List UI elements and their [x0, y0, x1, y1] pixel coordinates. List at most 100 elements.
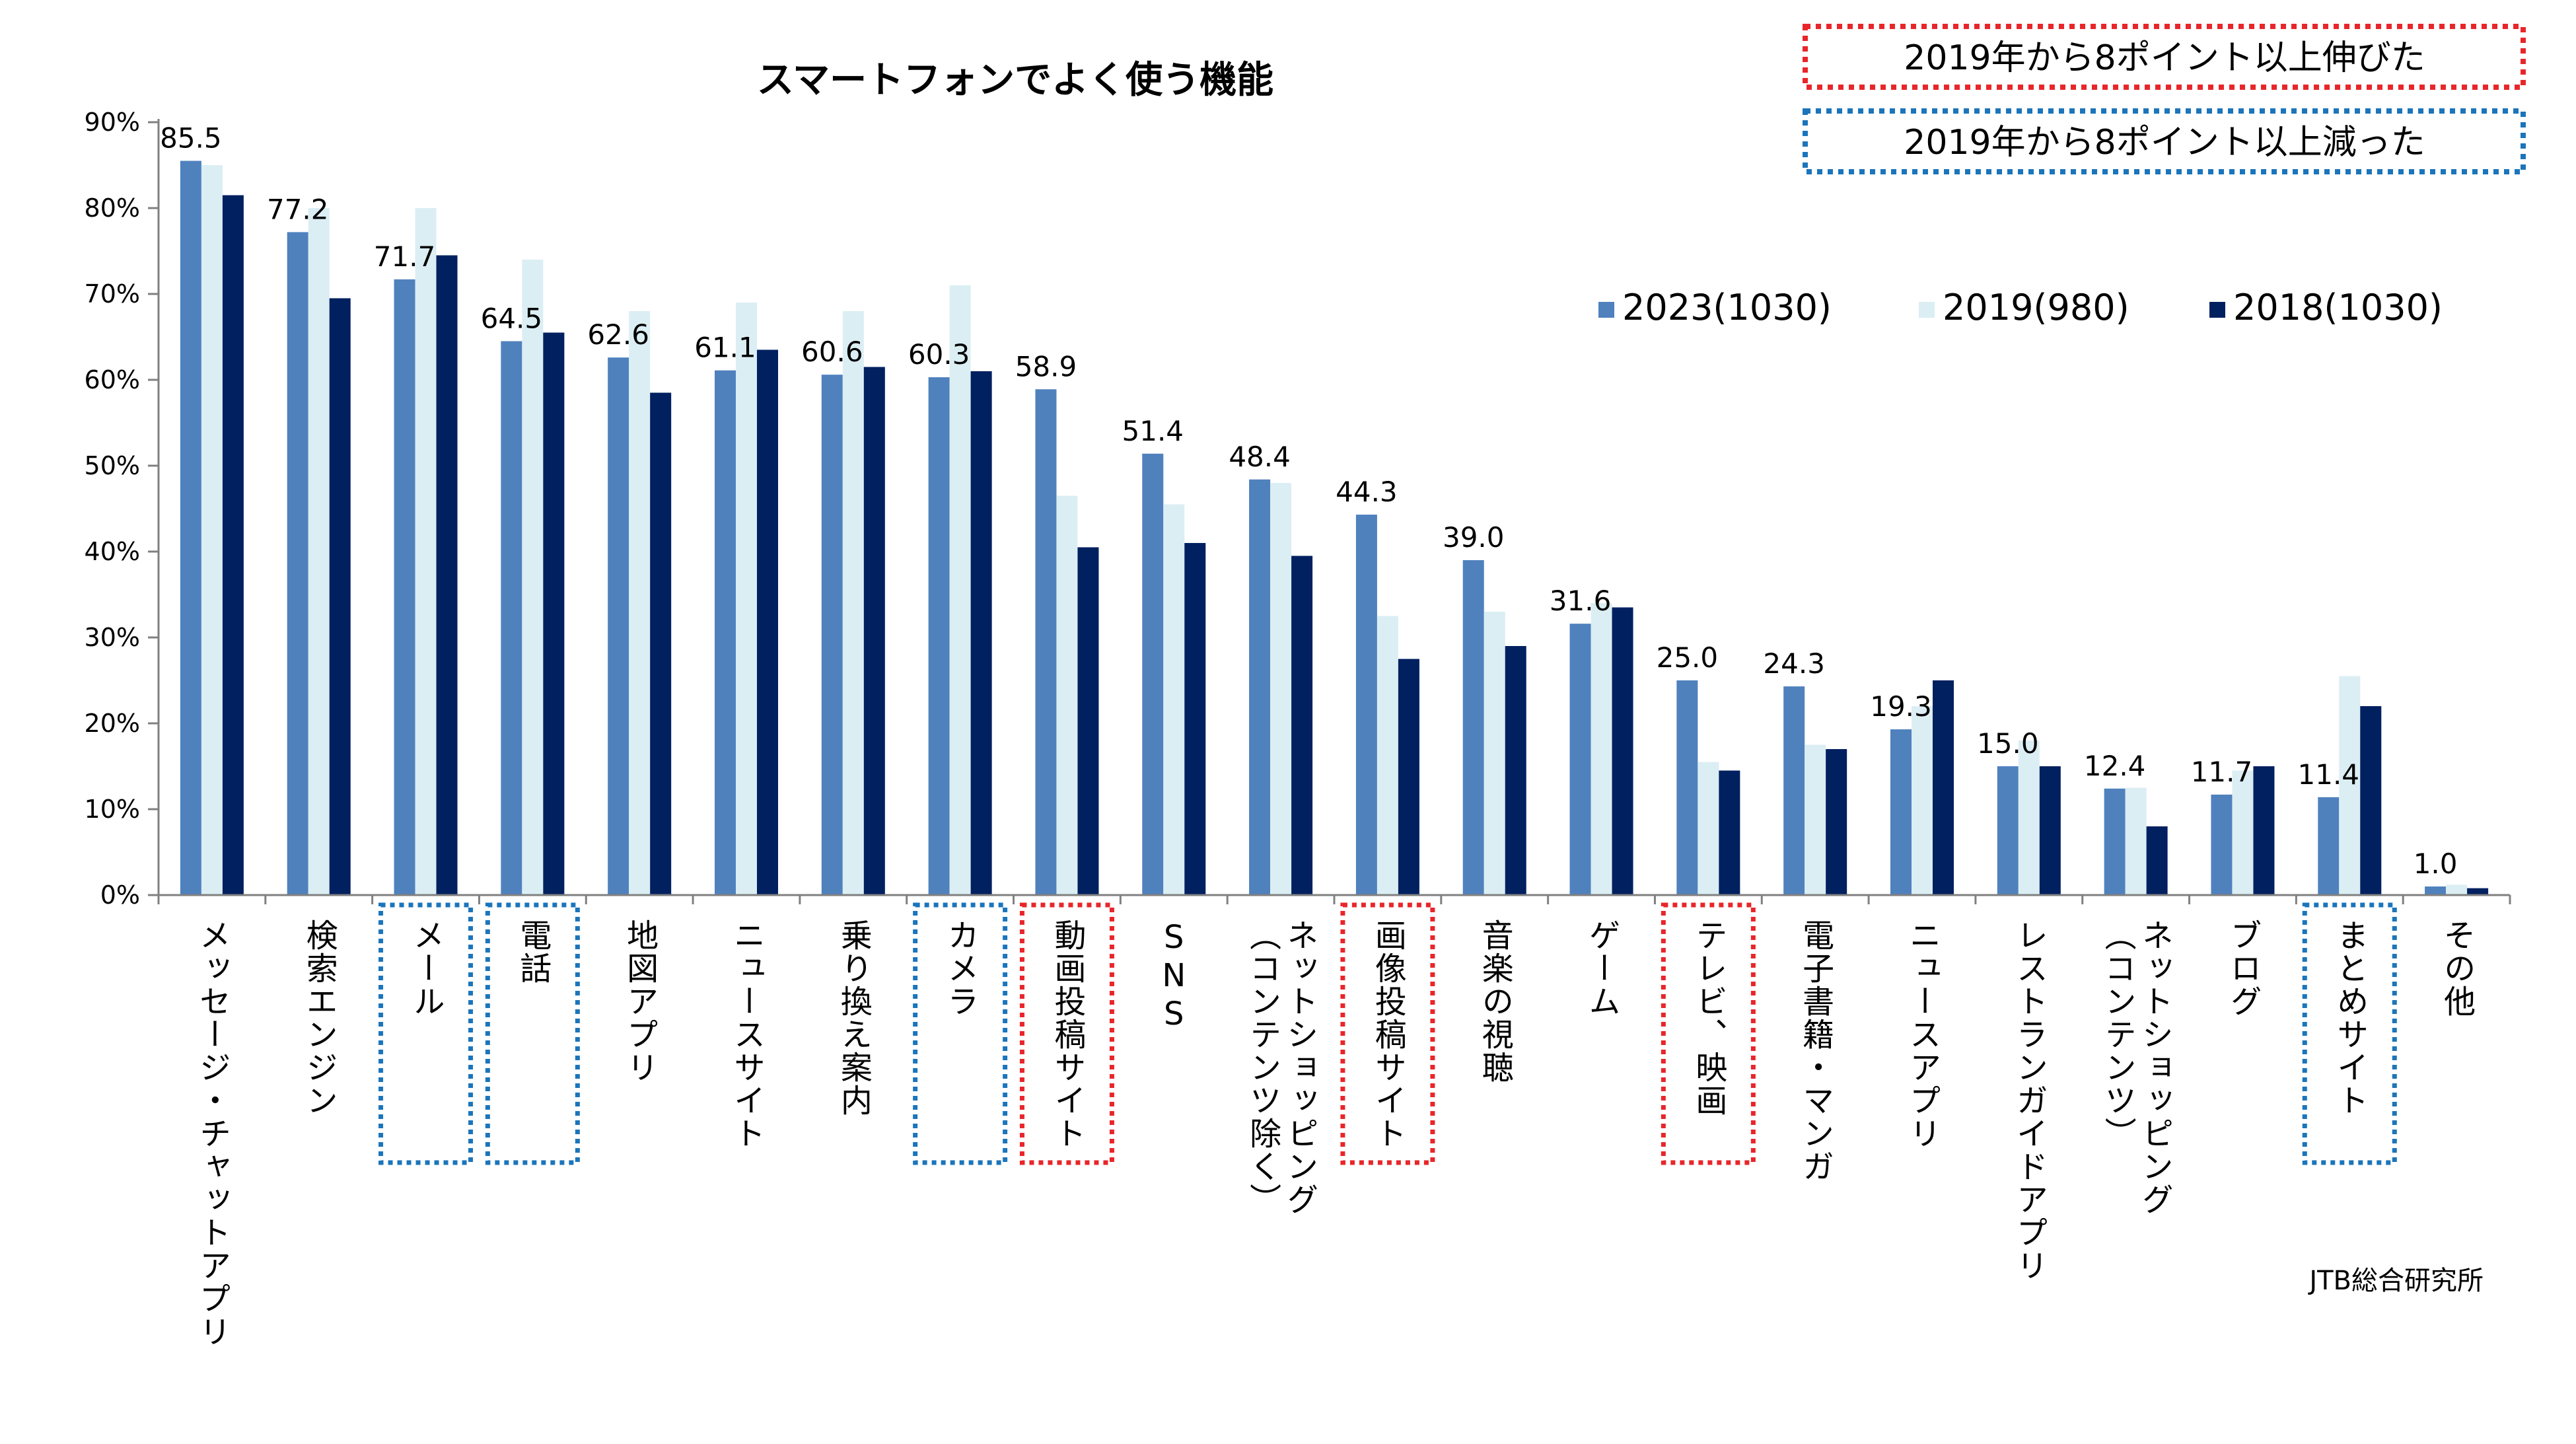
x-category-label: ゲーム [1583, 919, 1620, 1018]
highlight-box-decreased [378, 902, 474, 1165]
bar [949, 285, 971, 895]
bar [543, 332, 565, 895]
bar [329, 298, 351, 895]
bar [1398, 659, 1419, 895]
bar [1077, 547, 1099, 895]
bar [1056, 495, 1078, 895]
bar [1163, 504, 1185, 895]
bar [863, 367, 885, 895]
bar [629, 311, 651, 895]
bar [1676, 680, 1698, 895]
bar [2211, 794, 2233, 895]
bar [1890, 729, 1912, 895]
bar [1184, 543, 1206, 895]
bar [842, 311, 864, 895]
data-labels: 85.5 77.2 71.7 64.5 62.6 61.1 60.6 60.3 58.9 51.4… [160, 122, 2457, 881]
legend-note-decreased: 2019年から8ポイント以上減った [1803, 108, 2526, 174]
bar [928, 377, 950, 895]
bar [650, 392, 672, 895]
chart-title: スマートフォンでよく使う機能 [757, 59, 1273, 102]
bar [1377, 616, 1398, 895]
bar [1783, 686, 1805, 895]
data-label: 60.3 [908, 338, 970, 371]
bar [2125, 787, 2147, 895]
bar [1505, 646, 1526, 895]
bar [1291, 556, 1313, 895]
x-category-label: 乗り換え案内 [835, 919, 872, 1117]
y-tick-label: 20% [85, 709, 140, 738]
bar [415, 208, 437, 895]
bar [2318, 797, 2340, 895]
x-category-label: （コンテンツ除く） [1244, 919, 1281, 1216]
bar [287, 232, 308, 895]
y-tick-label: 70% [85, 279, 140, 308]
bar [1035, 389, 1057, 895]
data-label: 1.0 [2414, 848, 2458, 880]
bar [501, 341, 522, 895]
data-label: 11.7 [2191, 756, 2253, 788]
highlight-box-increased [1340, 902, 1435, 1165]
bar [1591, 603, 1612, 895]
bar [1826, 749, 1847, 895]
data-label: 77.2 [267, 193, 329, 225]
bar [2425, 886, 2447, 895]
bar [608, 357, 629, 895]
y-tick-label: 50% [85, 451, 140, 480]
data-label: 12.4 [2084, 750, 2146, 782]
bar [522, 260, 544, 895]
x-category-label: まとめサイト [2331, 919, 2368, 1117]
x-category-label: メール [408, 919, 445, 1018]
y-tick-label: 10% [85, 795, 140, 824]
bar [308, 208, 330, 895]
y-tick-label: 60% [85, 365, 140, 394]
data-label: 61.1 [694, 332, 756, 364]
x-category-label: ブログ [2224, 919, 2261, 1018]
bar [715, 370, 736, 895]
source-label: JTB総合研究所 [2307, 1266, 2484, 1296]
bar [970, 371, 992, 895]
x-category-label: 検索エンジン [301, 919, 338, 1117]
bar [2018, 740, 2040, 895]
data-label: 44.3 [1336, 476, 1398, 508]
bar [1249, 479, 1271, 895]
bar [2253, 766, 2275, 895]
bar [1719, 770, 1740, 895]
bar [2146, 826, 2168, 895]
highlight-box-decreased [485, 902, 580, 1165]
bar [1912, 706, 1933, 895]
x-category-label: ネットショッピング [2136, 919, 2173, 1216]
bar [1462, 560, 1484, 895]
bar [2446, 884, 2468, 895]
data-label: 24.3 [1763, 647, 1825, 680]
bar [1805, 744, 1826, 895]
x-category-label: メッセージ・チャットアプリ [194, 919, 231, 1348]
bars [180, 161, 2489, 895]
bar [736, 303, 757, 895]
y-tick-label: 30% [85, 623, 140, 652]
data-label: 60.6 [801, 336, 863, 368]
legend-swatch [1919, 302, 1935, 318]
data-label: 11.4 [2298, 758, 2360, 791]
data-label: 71.7 [374, 240, 436, 273]
data-label: 39.0 [1443, 521, 1505, 554]
x-category-label: 画像投稿サイト [1369, 919, 1406, 1150]
x-category-label: 地図アプリ [621, 919, 658, 1084]
x-category-label: 電子書籍・マンガ [1797, 919, 1834, 1183]
bar [1270, 483, 1292, 895]
bar [1142, 453, 1164, 895]
data-label: 64.5 [481, 303, 543, 335]
bar [2232, 770, 2254, 895]
legend-note-increased: 2019年から8ポイント以上伸びた [1803, 24, 2526, 90]
x-category-label: 音楽の視聴 [1476, 919, 1513, 1084]
data-label: 51.4 [1122, 415, 1184, 447]
x-category-label: 動画投稿サイト [1048, 919, 1085, 1150]
bar [757, 349, 778, 895]
y-tick-label: 40% [85, 537, 140, 566]
bar [1612, 607, 1633, 895]
x-category-label: （コンテンツ） [2099, 919, 2136, 1150]
legend-swatch [1598, 302, 1614, 318]
bar [1933, 680, 1954, 895]
data-label: 19.3 [1870, 690, 1932, 723]
bar [180, 161, 201, 895]
